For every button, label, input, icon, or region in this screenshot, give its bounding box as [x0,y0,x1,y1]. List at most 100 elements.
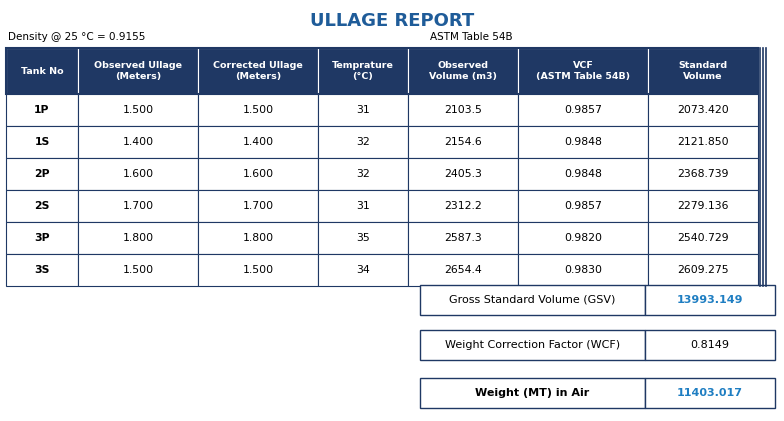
Text: 0.9857: 0.9857 [564,201,602,211]
Bar [78,254,198,286]
Text: 1.400: 1.400 [242,137,274,147]
Text: 2368.739: 2368.739 [677,169,729,179]
Bar [6,222,78,254]
Bar [198,190,318,222]
Text: 31: 31 [356,201,370,211]
Bar [648,222,758,254]
Text: 1P: 1P [34,105,49,115]
Bar [518,158,648,190]
Text: VCF
(ASTM Table 54B): VCF (ASTM Table 54B) [536,61,630,81]
Bar [420,378,645,408]
Bar [318,190,408,222]
Bar [6,48,758,94]
Bar [408,48,518,94]
Bar [518,94,648,126]
Text: Gross Standard Volume (GSV): Gross Standard Volume (GSV) [449,295,615,305]
Bar [518,222,648,254]
Bar [78,48,198,94]
Text: 32: 32 [356,137,370,147]
Bar [318,158,408,190]
Text: Standard
Volume: Standard Volume [678,61,728,81]
Bar [6,48,78,94]
Bar [318,254,408,286]
Bar [648,48,758,94]
Text: 0.8149: 0.8149 [691,340,729,350]
Bar [420,285,645,315]
Bar [408,222,518,254]
Text: 2312.2: 2312.2 [444,201,482,211]
Bar [198,48,318,94]
Bar [645,330,775,360]
Text: 0.9857: 0.9857 [564,105,602,115]
Bar [645,285,775,315]
Bar [648,94,758,126]
Text: Observed Ullage
(Meters): Observed Ullage (Meters) [94,61,182,81]
Bar [198,94,318,126]
Bar [198,126,318,158]
Text: 1.800: 1.800 [122,233,154,243]
Bar [518,190,648,222]
Text: 2279.136: 2279.136 [677,201,729,211]
Bar [198,158,318,190]
Bar [6,190,78,222]
Bar [648,254,758,286]
Text: 2P: 2P [34,169,50,179]
Bar [648,158,758,190]
Text: 2154.6: 2154.6 [444,137,482,147]
Bar [408,126,518,158]
Bar [318,94,408,126]
Bar [420,330,645,360]
Text: Temprature
(°C): Temprature (°C) [332,61,394,81]
Text: 1.600: 1.600 [242,169,274,179]
Bar [408,190,518,222]
Bar [6,158,78,190]
Text: 1.600: 1.600 [122,169,154,179]
Text: ASTM Table 54B: ASTM Table 54B [430,32,513,42]
Text: 1.700: 1.700 [242,201,274,211]
Bar [318,222,408,254]
Text: 3P: 3P [34,233,50,243]
Text: 2587.3: 2587.3 [444,233,482,243]
Text: 1.500: 1.500 [122,105,154,115]
Bar [408,94,518,126]
Bar [518,254,648,286]
Bar [518,48,648,94]
Text: 2540.729: 2540.729 [677,233,729,243]
Text: 31: 31 [356,105,370,115]
Text: 0.9830: 0.9830 [564,265,602,275]
Text: 1.800: 1.800 [242,233,274,243]
Text: 32: 32 [356,169,370,179]
Text: ULLAGE REPORT: ULLAGE REPORT [310,12,474,30]
Bar [6,94,78,126]
Text: Density @ 25 °C = 0.9155: Density @ 25 °C = 0.9155 [8,32,145,42]
Text: 1.500: 1.500 [242,105,274,115]
Text: Weight (MT) in Air: Weight (MT) in Air [475,388,590,398]
Text: 0.9848: 0.9848 [564,137,602,147]
Bar [648,126,758,158]
Bar [198,254,318,286]
Bar [318,48,408,94]
Text: Tank No: Tank No [20,67,64,75]
Text: Observed
Volume (m3): Observed Volume (m3) [429,61,497,81]
Bar [318,126,408,158]
Bar [78,190,198,222]
Text: 2S: 2S [34,201,49,211]
Text: 3S: 3S [34,265,49,275]
Text: 1.700: 1.700 [122,201,154,211]
Bar [6,254,78,286]
Text: 2103.5: 2103.5 [444,105,482,115]
Bar [645,378,775,408]
Bar [518,126,648,158]
Text: 2073.420: 2073.420 [677,105,729,115]
Text: 2654.4: 2654.4 [444,265,482,275]
Text: 2405.3: 2405.3 [444,169,482,179]
Text: 1S: 1S [34,137,49,147]
Bar [78,94,198,126]
Text: 11403.017: 11403.017 [677,388,743,398]
Text: Weight Correction Factor (WCF): Weight Correction Factor (WCF) [445,340,620,350]
Text: 35: 35 [356,233,370,243]
Bar [78,158,198,190]
Text: 0.9848: 0.9848 [564,169,602,179]
Text: Corrected Ullage
(Meters): Corrected Ullage (Meters) [213,61,303,81]
Bar [6,126,78,158]
